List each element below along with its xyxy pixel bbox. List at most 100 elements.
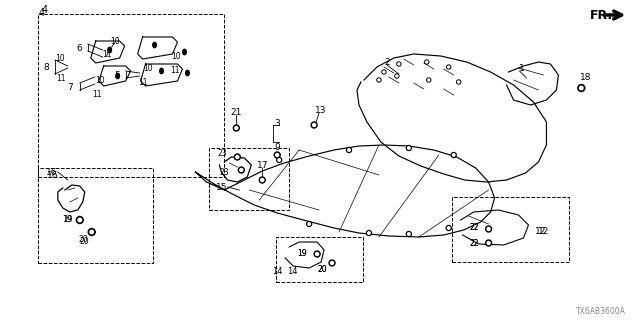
Text: 10: 10 bbox=[55, 53, 65, 62]
Text: 11: 11 bbox=[92, 90, 102, 99]
Circle shape bbox=[457, 80, 461, 84]
Text: 6: 6 bbox=[76, 44, 82, 52]
Circle shape bbox=[396, 75, 398, 77]
Text: 19: 19 bbox=[63, 215, 73, 225]
Circle shape bbox=[78, 218, 81, 222]
Circle shape bbox=[446, 226, 451, 230]
Circle shape bbox=[311, 122, 317, 128]
Ellipse shape bbox=[182, 49, 186, 55]
Text: 19: 19 bbox=[298, 249, 307, 258]
Circle shape bbox=[382, 70, 386, 74]
Circle shape bbox=[274, 152, 280, 158]
Text: 10: 10 bbox=[172, 52, 181, 60]
Circle shape bbox=[447, 65, 451, 69]
Ellipse shape bbox=[116, 73, 120, 79]
Text: 12: 12 bbox=[538, 228, 549, 236]
Bar bbox=[38, 14, 225, 177]
Text: 22: 22 bbox=[469, 238, 479, 247]
Circle shape bbox=[578, 84, 585, 92]
Circle shape bbox=[260, 179, 264, 181]
Circle shape bbox=[314, 251, 320, 257]
Circle shape bbox=[428, 79, 430, 81]
Circle shape bbox=[580, 86, 583, 90]
Circle shape bbox=[238, 167, 244, 173]
Circle shape bbox=[427, 78, 431, 82]
Ellipse shape bbox=[153, 42, 156, 48]
Text: 20: 20 bbox=[80, 237, 90, 246]
Circle shape bbox=[367, 230, 371, 236]
Text: 8: 8 bbox=[43, 62, 49, 71]
Circle shape bbox=[329, 260, 335, 266]
Text: 17: 17 bbox=[257, 161, 268, 170]
Bar bbox=[276, 237, 363, 282]
Text: 11: 11 bbox=[170, 66, 179, 75]
Text: 16: 16 bbox=[46, 167, 58, 177]
Circle shape bbox=[312, 124, 316, 126]
Ellipse shape bbox=[108, 47, 111, 53]
Circle shape bbox=[398, 63, 400, 65]
Text: 21: 21 bbox=[230, 108, 242, 116]
Text: 20: 20 bbox=[79, 235, 88, 244]
Text: 2: 2 bbox=[384, 58, 390, 67]
Circle shape bbox=[308, 223, 310, 225]
Circle shape bbox=[378, 79, 380, 81]
Text: 7: 7 bbox=[67, 83, 73, 92]
Bar bbox=[209, 148, 289, 210]
Circle shape bbox=[447, 227, 450, 229]
Circle shape bbox=[383, 71, 385, 73]
Text: 10: 10 bbox=[95, 76, 104, 84]
Circle shape bbox=[395, 74, 399, 78]
Circle shape bbox=[487, 242, 490, 244]
Text: 10: 10 bbox=[143, 63, 152, 73]
Circle shape bbox=[448, 66, 450, 68]
Circle shape bbox=[236, 156, 239, 158]
Circle shape bbox=[235, 126, 238, 130]
Circle shape bbox=[316, 252, 319, 255]
Circle shape bbox=[88, 228, 95, 236]
Circle shape bbox=[377, 78, 381, 82]
Circle shape bbox=[486, 240, 492, 246]
Circle shape bbox=[451, 153, 456, 157]
Text: 22: 22 bbox=[469, 238, 479, 247]
Text: 10: 10 bbox=[110, 36, 120, 45]
Text: 3: 3 bbox=[275, 118, 280, 127]
Circle shape bbox=[406, 146, 412, 150]
Text: 11: 11 bbox=[138, 77, 147, 86]
Circle shape bbox=[426, 61, 428, 63]
Text: 16: 16 bbox=[47, 171, 58, 180]
Text: 19: 19 bbox=[62, 214, 72, 223]
Circle shape bbox=[346, 148, 351, 153]
Text: 22: 22 bbox=[469, 223, 479, 233]
Text: 4: 4 bbox=[42, 5, 48, 15]
Text: TX6AB3600A: TX6AB3600A bbox=[577, 308, 626, 316]
Circle shape bbox=[486, 226, 492, 232]
Circle shape bbox=[408, 233, 410, 235]
Circle shape bbox=[90, 230, 93, 234]
Text: 15: 15 bbox=[216, 182, 227, 191]
Circle shape bbox=[307, 221, 312, 227]
Text: 22: 22 bbox=[469, 223, 479, 233]
Text: 11: 11 bbox=[56, 74, 65, 83]
Text: 14: 14 bbox=[287, 268, 298, 276]
Circle shape bbox=[330, 261, 333, 265]
Circle shape bbox=[452, 154, 455, 156]
Circle shape bbox=[406, 231, 412, 236]
Bar bbox=[38, 168, 152, 263]
Text: 20: 20 bbox=[317, 266, 327, 275]
Text: 18: 18 bbox=[580, 73, 591, 82]
Circle shape bbox=[234, 125, 239, 131]
Ellipse shape bbox=[186, 70, 189, 76]
Text: 23: 23 bbox=[220, 167, 229, 177]
Ellipse shape bbox=[160, 68, 163, 74]
Text: 19: 19 bbox=[298, 249, 307, 258]
Circle shape bbox=[348, 149, 350, 151]
Text: 9: 9 bbox=[275, 142, 280, 151]
Circle shape bbox=[368, 232, 370, 234]
Circle shape bbox=[276, 157, 282, 163]
Text: 5: 5 bbox=[114, 70, 120, 79]
Circle shape bbox=[259, 177, 265, 183]
Circle shape bbox=[425, 60, 429, 64]
Text: 23: 23 bbox=[218, 148, 227, 157]
Circle shape bbox=[240, 169, 243, 172]
Text: 13: 13 bbox=[316, 106, 327, 115]
